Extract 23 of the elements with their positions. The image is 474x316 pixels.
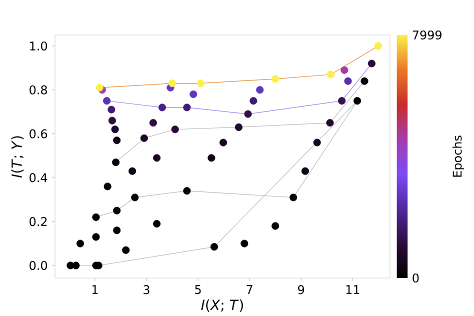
point xyxy=(338,97,346,105)
x-tick-label: 1 xyxy=(92,285,98,294)
x-tick-label: 9 xyxy=(298,285,304,294)
y-tick-label: 0.4 xyxy=(30,173,48,182)
y-tick-label: 0.6 xyxy=(30,129,48,138)
x-tick-label: 7 xyxy=(246,285,252,294)
y-tick-label: 0.2 xyxy=(30,217,47,226)
x-axis-title: I(X; T) xyxy=(201,299,243,312)
y-axis-title: I(T; Y) xyxy=(11,136,24,178)
color-bar-label: 0 xyxy=(412,273,419,283)
point xyxy=(344,77,352,85)
x-tick-label: 3 xyxy=(144,285,150,294)
color-bar-title: Epochs xyxy=(452,136,464,177)
y-tick-label: 1.0 xyxy=(30,41,48,50)
y-tick-label: 0.8 xyxy=(30,85,47,94)
point xyxy=(103,97,111,105)
point xyxy=(244,110,252,118)
y-tick-label: 0.0 xyxy=(30,260,48,270)
x-tick-label: 11 xyxy=(346,285,360,294)
point xyxy=(113,136,121,144)
point xyxy=(158,104,166,112)
x-tick-label: 5 xyxy=(195,285,201,294)
color-bar-label: 7999 xyxy=(412,30,442,40)
